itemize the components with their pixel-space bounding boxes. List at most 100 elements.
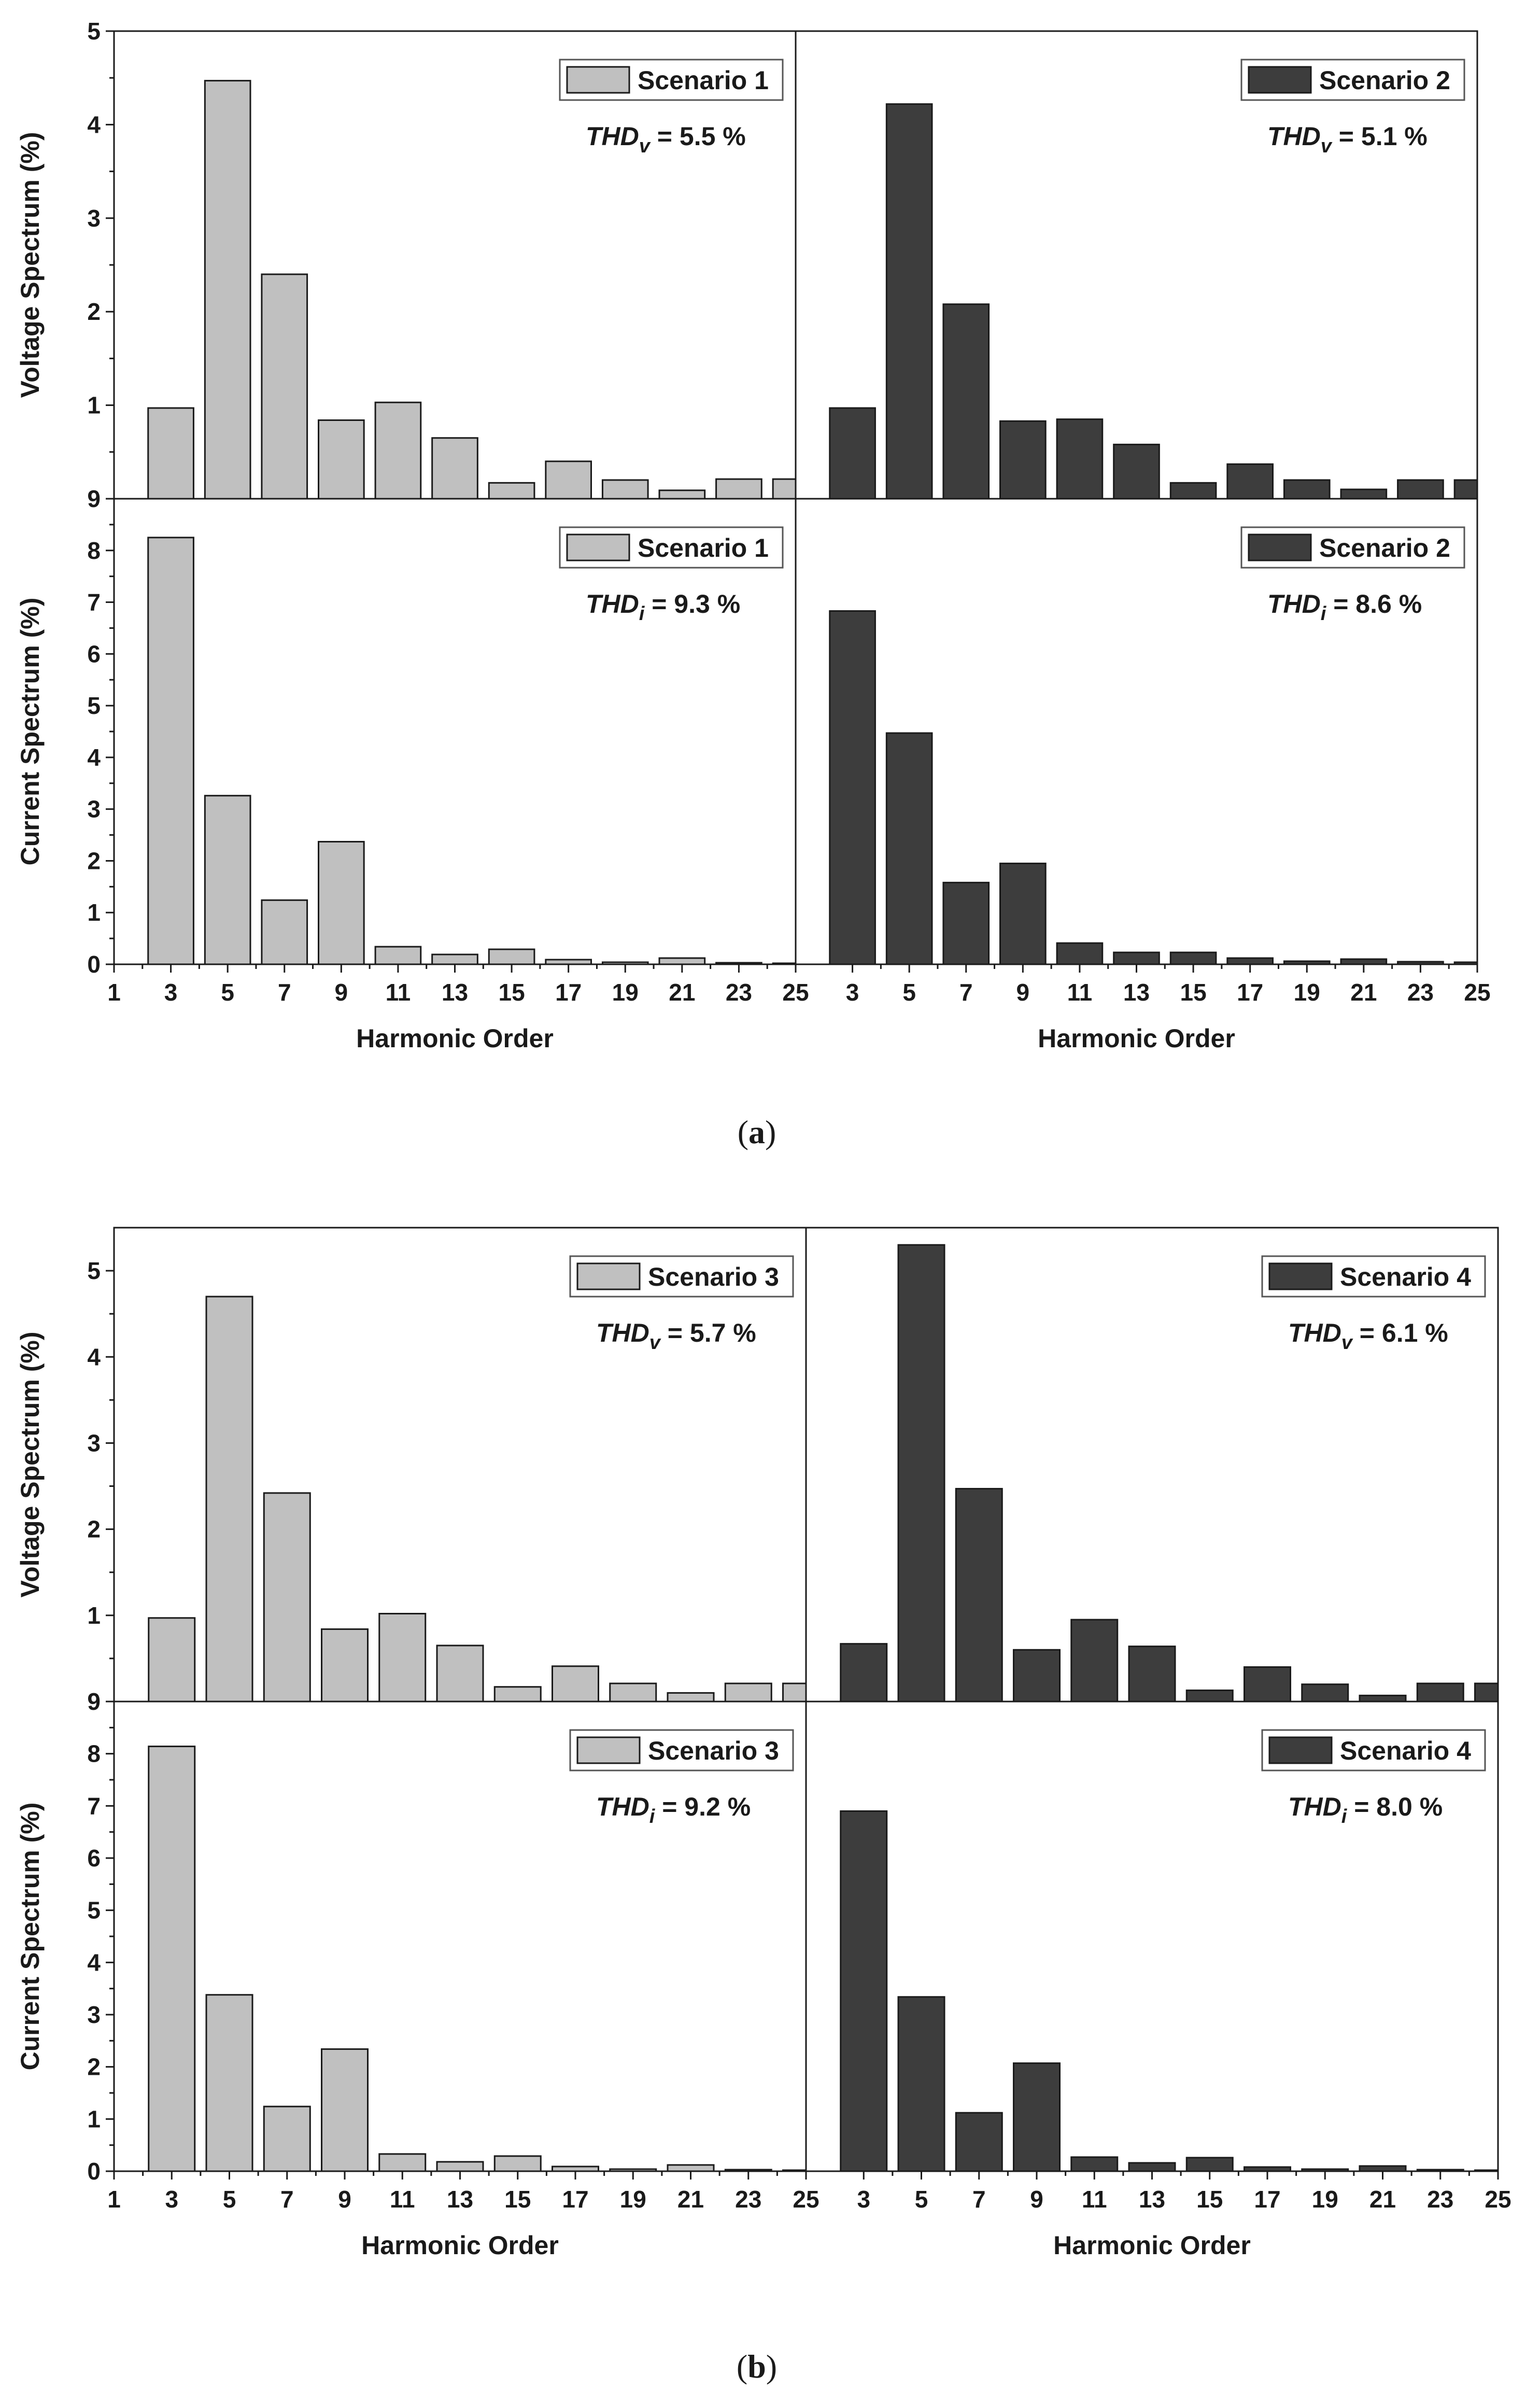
legend: Scenario 4 bbox=[1261, 1255, 1486, 1298]
y-tick-label: 5 bbox=[87, 692, 101, 719]
bar-h3 bbox=[829, 407, 876, 500]
bar-h5 bbox=[204, 80, 251, 500]
x-tick-label: 17 bbox=[1254, 2186, 1280, 2213]
x-tick-label: 5 bbox=[221, 979, 234, 1006]
bar-h3 bbox=[840, 1643, 888, 1703]
x-tick-label: 13 bbox=[447, 2186, 473, 2213]
y-tick-label: 1 bbox=[87, 392, 101, 419]
x-tick-label: 3 bbox=[165, 2186, 178, 2213]
bar-h21 bbox=[1359, 2165, 1407, 2172]
y-tick-label: 6 bbox=[87, 640, 101, 667]
bar-h7 bbox=[955, 1488, 1003, 1703]
y-base-tick-label: 9 bbox=[87, 485, 101, 512]
bar-h19 bbox=[609, 1682, 657, 1703]
legend-label: Scenario 1 bbox=[638, 66, 769, 95]
thd-annotation: THDi = 9.2 % bbox=[596, 1792, 751, 1827]
x-tick-label: 3 bbox=[857, 2186, 870, 2213]
bar-h3 bbox=[829, 610, 876, 965]
bar-h11 bbox=[374, 946, 422, 965]
x-tick-label: 19 bbox=[620, 2186, 646, 2213]
x-axis-label: Harmonic Order bbox=[1038, 1024, 1235, 1053]
y-tick-label: 1 bbox=[87, 899, 101, 926]
x-tick-label: 21 bbox=[677, 2186, 704, 2213]
y-tick-label: 8 bbox=[87, 1740, 101, 1767]
bar-h17 bbox=[1226, 957, 1274, 965]
x-tick-label: 5 bbox=[223, 2186, 236, 2213]
x-tick-label: 19 bbox=[1312, 2186, 1338, 2213]
legend-swatch bbox=[1248, 533, 1312, 561]
x-tick-label: 17 bbox=[562, 2186, 588, 2213]
bar-h13 bbox=[1113, 443, 1160, 500]
bar-h9 bbox=[1013, 1649, 1061, 1703]
x-tick-label: 23 bbox=[1427, 2186, 1453, 2213]
bar-h9 bbox=[318, 841, 365, 965]
x-tick-label: 3 bbox=[846, 979, 859, 1006]
bar-h25 bbox=[772, 478, 797, 500]
y-tick-label: 4 bbox=[87, 111, 101, 138]
legend-label: Scenario 2 bbox=[1319, 66, 1450, 95]
legend: Scenario 2 bbox=[1240, 526, 1465, 569]
x-axis-label: Harmonic Order bbox=[361, 2231, 559, 2260]
bar-h19 bbox=[1283, 479, 1331, 500]
thd-annotation: THDi = 8.6 % bbox=[1267, 589, 1422, 625]
bar-h7 bbox=[261, 273, 308, 500]
bar-h9 bbox=[318, 419, 365, 500]
bar-h3 bbox=[147, 407, 194, 500]
bar-h11 bbox=[1070, 1619, 1119, 1703]
y-tick-label: 3 bbox=[87, 205, 101, 232]
y-tick-label: 6 bbox=[87, 1845, 101, 1872]
bar-h19 bbox=[1301, 1683, 1349, 1703]
legend-swatch bbox=[566, 533, 630, 561]
figure-label-a: (a) bbox=[738, 1114, 776, 1150]
bar-h7 bbox=[942, 303, 990, 500]
bar-h9 bbox=[321, 2048, 369, 2172]
y-tick-label: 2 bbox=[87, 847, 101, 874]
legend-swatch bbox=[576, 1262, 641, 1290]
y-base-tick-label: 9 bbox=[87, 1688, 101, 1715]
x-tick-label: 1 bbox=[107, 979, 121, 1006]
bar-h7 bbox=[942, 881, 990, 965]
bar-h7 bbox=[261, 899, 308, 965]
bar-h21 bbox=[658, 489, 706, 500]
legend: Scenario 2 bbox=[1240, 59, 1465, 101]
y-tick-label: 3 bbox=[87, 796, 101, 823]
y-tick-label: 3 bbox=[87, 2001, 101, 2028]
bar-h11 bbox=[378, 1612, 427, 1703]
legend-label: Scenario 1 bbox=[638, 533, 769, 563]
bar-h21 bbox=[658, 957, 706, 965]
legend: Scenario 4 bbox=[1261, 1729, 1486, 1772]
x-tick-label: 9 bbox=[1030, 2186, 1043, 2213]
x-tick-label: 13 bbox=[442, 979, 468, 1006]
y-tick-label: 0 bbox=[87, 2158, 101, 2185]
x-tick-label: 7 bbox=[278, 979, 291, 1006]
legend-swatch bbox=[576, 1736, 641, 1764]
bar-h11 bbox=[374, 401, 422, 500]
bar-h23 bbox=[715, 478, 762, 500]
bar-h13 bbox=[1128, 2162, 1176, 2172]
y-axis-label: Voltage Spectrum (%) bbox=[16, 132, 45, 398]
x-tick-label: 23 bbox=[735, 2186, 761, 2213]
y-tick-label: 0 bbox=[87, 951, 101, 978]
y-tick-label: 7 bbox=[87, 1792, 101, 1819]
bar-h23 bbox=[724, 1682, 772, 1703]
bar-h3 bbox=[148, 1746, 196, 2172]
y-tick-label: 1 bbox=[87, 2105, 101, 2132]
bar-h9 bbox=[999, 862, 1047, 965]
bar-h7 bbox=[263, 2105, 311, 2172]
y-tick-label: 1 bbox=[87, 1602, 101, 1629]
legend: Scenario 1 bbox=[559, 59, 784, 101]
bar-h19 bbox=[601, 479, 649, 500]
bar-h15 bbox=[1169, 482, 1217, 500]
x-tick-label: 11 bbox=[1082, 2186, 1107, 2213]
bar-h13 bbox=[436, 2161, 484, 2172]
bar-h7 bbox=[263, 1492, 311, 1703]
x-tick-label: 9 bbox=[335, 979, 348, 1006]
x-tick-label: 25 bbox=[782, 979, 809, 1006]
bar-h5 bbox=[205, 1296, 253, 1703]
chart-b-current-s4: 3 5 7 9 11 13 15 17 19 21 23 25 Harmonic Order Scenar… bbox=[805, 1700, 1511, 2260]
x-tick-label: 7 bbox=[280, 2186, 294, 2213]
x-tick-label: 25 bbox=[793, 2186, 819, 2213]
x-tick-label: 15 bbox=[1180, 979, 1206, 1006]
y-tick-label: 4 bbox=[87, 744, 101, 771]
bar-h3 bbox=[147, 537, 194, 965]
